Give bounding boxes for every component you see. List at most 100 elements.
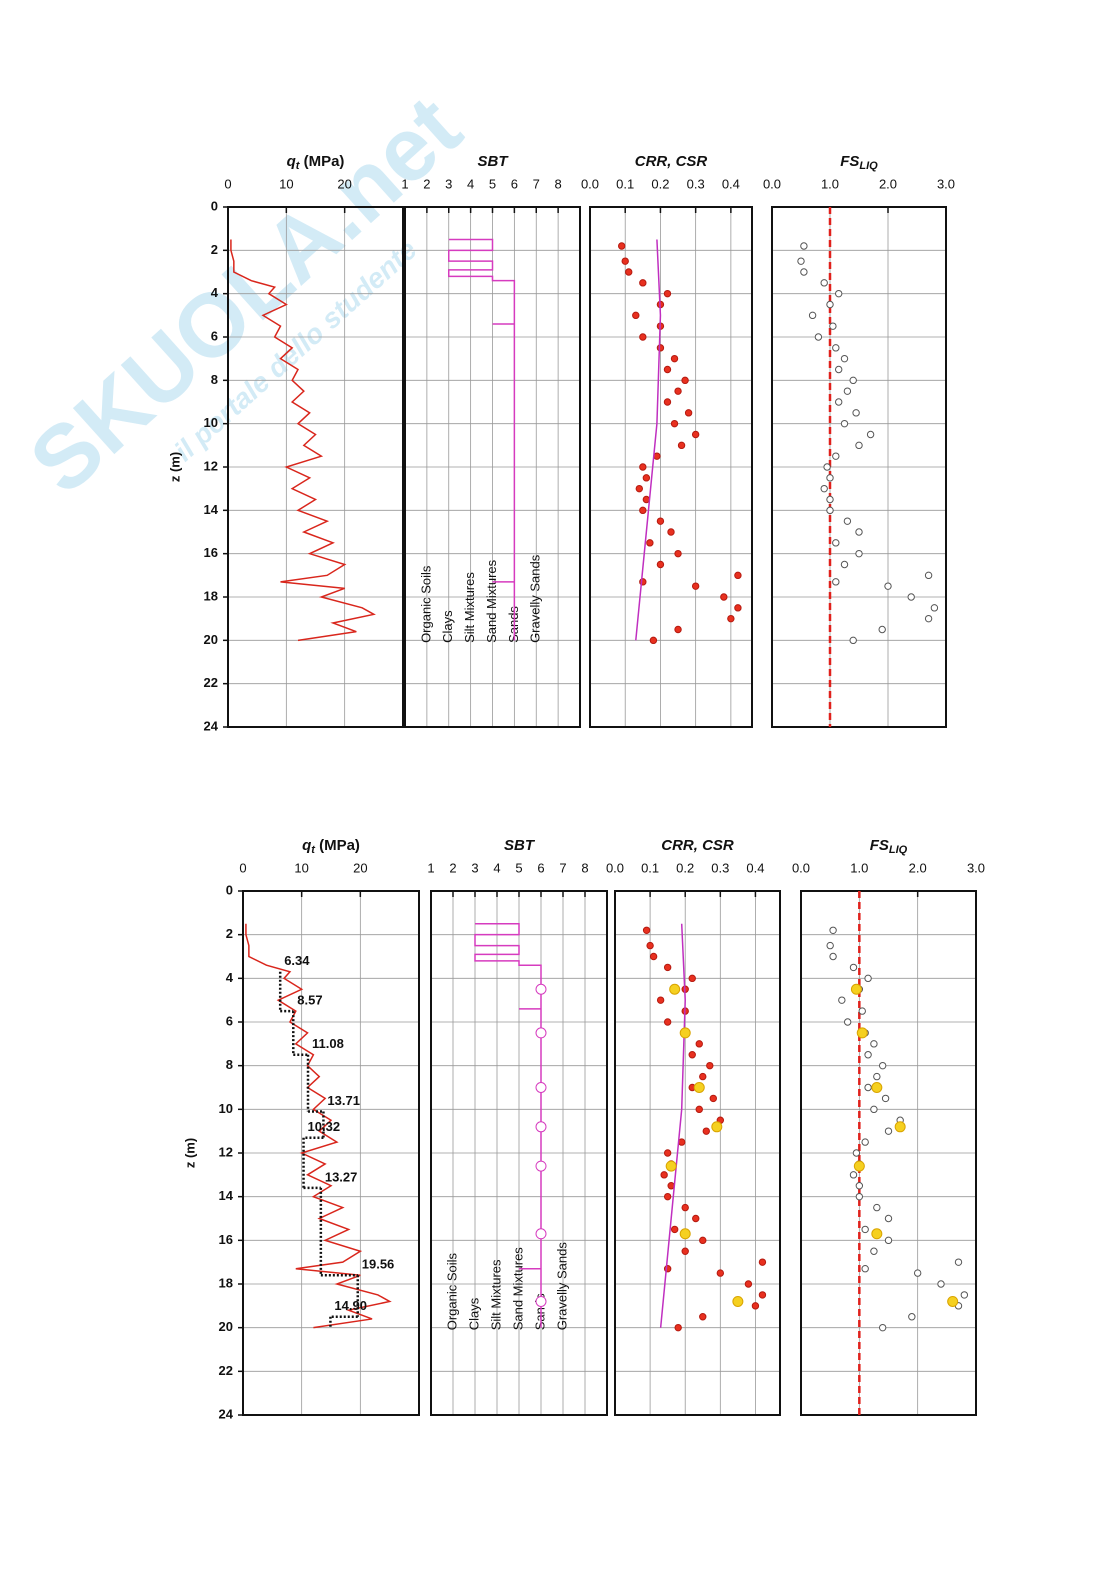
- data-point: [706, 1061, 714, 1070]
- data-point: [808, 311, 817, 320]
- data-point: [649, 636, 658, 645]
- data-point: [894, 1121, 906, 1133]
- data-point: [826, 495, 834, 504]
- data-point: [864, 974, 872, 983]
- x-tick-label: 7: [533, 176, 540, 191]
- data-point: [924, 614, 933, 623]
- data-point: [814, 333, 823, 341]
- data-point: [617, 242, 626, 250]
- x-tick-label: 0.2: [676, 860, 694, 875]
- data-point: [535, 1295, 547, 1307]
- x-tick-label: 3: [445, 176, 452, 191]
- y-tick-label: 14: [204, 502, 219, 517]
- data-point: [669, 983, 681, 995]
- data-point: [930, 604, 939, 612]
- data-point: [642, 926, 651, 934]
- data-point: [663, 398, 672, 406]
- data-point: [861, 1225, 869, 1234]
- data-point: [656, 996, 665, 1004]
- data-point: [856, 1027, 868, 1039]
- data-point: [535, 983, 547, 995]
- data-point: [800, 268, 808, 276]
- data-point: [679, 1027, 691, 1039]
- x-tick-label: 0.4: [722, 176, 740, 191]
- panel: 0.0 1.0 2.0 3.0 FSLIQ: [763, 153, 955, 728]
- data-point: [681, 1247, 689, 1255]
- layer-label: 6.34: [284, 953, 310, 968]
- data-point: [679, 1228, 691, 1240]
- x-tick-label: 10: [294, 860, 308, 875]
- data-point: [663, 289, 672, 298]
- frame: [242, 890, 420, 1416]
- data-point: [835, 365, 843, 374]
- data-point: [758, 1291, 767, 1299]
- y-tick-label: 10: [204, 415, 218, 430]
- x-tick-label: 1: [427, 860, 434, 875]
- profile-line: [245, 923, 392, 1329]
- data-point: [873, 1072, 881, 1081]
- data-point: [720, 593, 728, 601]
- title-main: FS: [870, 837, 889, 854]
- data-point: [840, 560, 849, 569]
- data-point: [840, 354, 849, 363]
- data-point: [621, 257, 629, 265]
- x-tick-label: 1.0: [850, 860, 868, 875]
- data-point: [642, 474, 651, 482]
- layer-label: 10.32: [308, 1119, 341, 1134]
- data-point: [681, 1203, 689, 1212]
- y-tick-label: 6: [211, 328, 218, 343]
- data-point: [663, 1149, 672, 1157]
- panel: 0.0 1.0 2.0 3.0 FSLIQ: [792, 837, 985, 1416]
- data-point: [674, 387, 682, 395]
- frame: [404, 206, 581, 728]
- frame: [614, 890, 781, 1416]
- y-tick-label: 8: [226, 1057, 233, 1072]
- zone-label: Organic Soils: [418, 565, 433, 643]
- data-point: [691, 430, 700, 439]
- data-point: [660, 1171, 668, 1179]
- data-point: [871, 1228, 883, 1240]
- data-point: [937, 1280, 945, 1288]
- data-point: [829, 322, 837, 330]
- data-point: [709, 1094, 717, 1103]
- data-point: [670, 354, 679, 363]
- data-point: [947, 1295, 959, 1307]
- layer-label: 13.27: [325, 1169, 358, 1184]
- data-point: [667, 528, 675, 536]
- data-point: [881, 1094, 890, 1103]
- data-point: [832, 539, 840, 547]
- x-tick-label: 4: [467, 176, 474, 191]
- data-point: [699, 1313, 707, 1321]
- x-tick-label: 20: [337, 176, 351, 191]
- y-tick-label: 20: [219, 1319, 233, 1334]
- zone-label: Gravelly Sands: [554, 1242, 569, 1331]
- panel-title: qt (MPa): [287, 153, 345, 172]
- x-tick-label: 3.0: [967, 860, 985, 875]
- panel-title: CRR, CSR: [661, 837, 734, 854]
- data-point: [823, 463, 831, 471]
- data-point: [829, 952, 837, 961]
- data-point: [646, 941, 654, 950]
- data-point: [688, 1051, 696, 1059]
- y-axis-label: z (m): [182, 1138, 197, 1168]
- x-tick-label: 8: [581, 860, 588, 875]
- frame: [589, 206, 753, 728]
- data-point: [884, 1127, 893, 1135]
- data-point: [826, 941, 834, 950]
- title-main: q: [287, 153, 296, 170]
- x-tick-label: 5: [515, 860, 522, 875]
- data-point: [855, 1182, 864, 1190]
- x-tick-label: 2.0: [909, 860, 927, 875]
- data-point: [820, 279, 828, 287]
- y-tick-label: 24: [204, 718, 219, 733]
- zone-label: Clays: [440, 610, 455, 643]
- data-point: [639, 506, 647, 515]
- x-tick-label: 0: [224, 176, 231, 191]
- zone-label: Clays: [466, 1297, 481, 1330]
- data-point: [826, 506, 834, 515]
- x-tick-label: 3: [471, 860, 478, 875]
- data-point: [688, 974, 696, 983]
- data-point: [639, 463, 647, 471]
- panel-title: SBT: [504, 837, 536, 854]
